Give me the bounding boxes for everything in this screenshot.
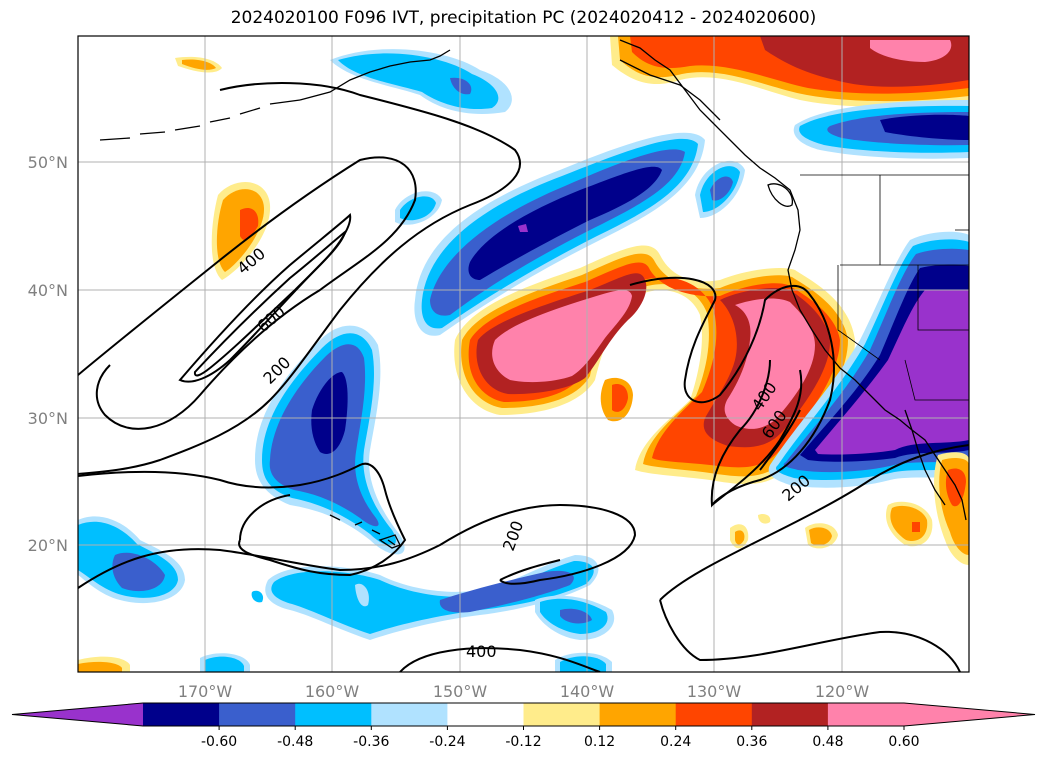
colorbar-tick-label: 0.36: [736, 734, 767, 750]
lon-label: 130°W: [687, 682, 742, 701]
map-title: 2024020100 F096 IVT, precipitation PC (2…: [230, 8, 817, 28]
negative-anomaly-subtropics: [251, 555, 615, 640]
colorbar-swatch: [219, 703, 296, 726]
colorbar-swatch: [751, 703, 829, 726]
colorbar-swatch: [523, 703, 601, 726]
positive-anomaly-north: [610, 36, 969, 107]
contour-label: 400: [466, 642, 497, 661]
negative-anomaly-gulf-alaska: [330, 49, 512, 115]
colorbar-swatch: [599, 703, 677, 726]
colorbar-extend-low: [12, 703, 143, 726]
lon-label: 160°W: [305, 682, 360, 701]
negative-anomaly-southwest-us: [768, 231, 969, 488]
colorbar-tick-label: 0.24: [660, 734, 691, 750]
colorbar-tick-label: -0.36: [353, 734, 389, 750]
colorbar-tick-label: -0.24: [429, 734, 465, 750]
colorbar-tick-label: 0.60: [888, 734, 919, 750]
colorbar-swatch: [827, 703, 905, 726]
colorbar-swatch: [447, 703, 524, 726]
longitude-labels: 170°W 160°W 150°W 140°W 130°W 120°W: [178, 682, 870, 701]
map-frame: [77, 35, 970, 673]
colorbar: -0.60 -0.48 -0.36 -0.24 -0.12 0.12 0.24 0.36 0.4…: [11, 702, 1036, 750]
colorbar-tick-label: -0.60: [201, 734, 237, 750]
colorbar-tick-label: -0.48: [277, 734, 313, 750]
positive-anomaly-central-pacific: [454, 245, 855, 485]
colorbar-tick-label: -0.12: [505, 734, 541, 750]
lon-label: 150°W: [433, 682, 488, 701]
colorbar-tick-label: 0.48: [812, 734, 843, 750]
lat-label: 40°N: [28, 281, 68, 300]
map-field-layer: 400 600 200 200 400 200 400 600: [78, 36, 969, 672]
colorbar-swatch: [371, 703, 448, 726]
lat-label: 50°N: [28, 153, 68, 172]
colorbar-tick-label: 0.12: [584, 734, 615, 750]
colorbar-swatch: [143, 703, 220, 726]
lon-label: 140°W: [560, 682, 615, 701]
lat-label: 30°N: [28, 409, 68, 428]
positive-anomaly-mexico: [730, 452, 969, 565]
political-borders: [800, 174, 969, 401]
negative-anomaly-west-central: [255, 325, 405, 555]
colorbar-swatch: [295, 703, 372, 726]
colorbar-swatch: [675, 703, 753, 726]
lat-label: 20°N: [28, 536, 68, 555]
ivt-contours: [78, 82, 969, 672]
colorbar-outline: [11, 702, 1036, 727]
lon-label: 120°W: [815, 682, 870, 701]
lon-label: 170°W: [178, 682, 233, 701]
graticule: [78, 36, 969, 672]
negative-anomaly-ne-pacific: [414, 132, 705, 336]
coastlines: [99, 39, 967, 549]
latitude-labels: 50°N 40°N 30°N 20°N: [28, 153, 68, 555]
colorbar-extend-high: [904, 703, 1035, 726]
